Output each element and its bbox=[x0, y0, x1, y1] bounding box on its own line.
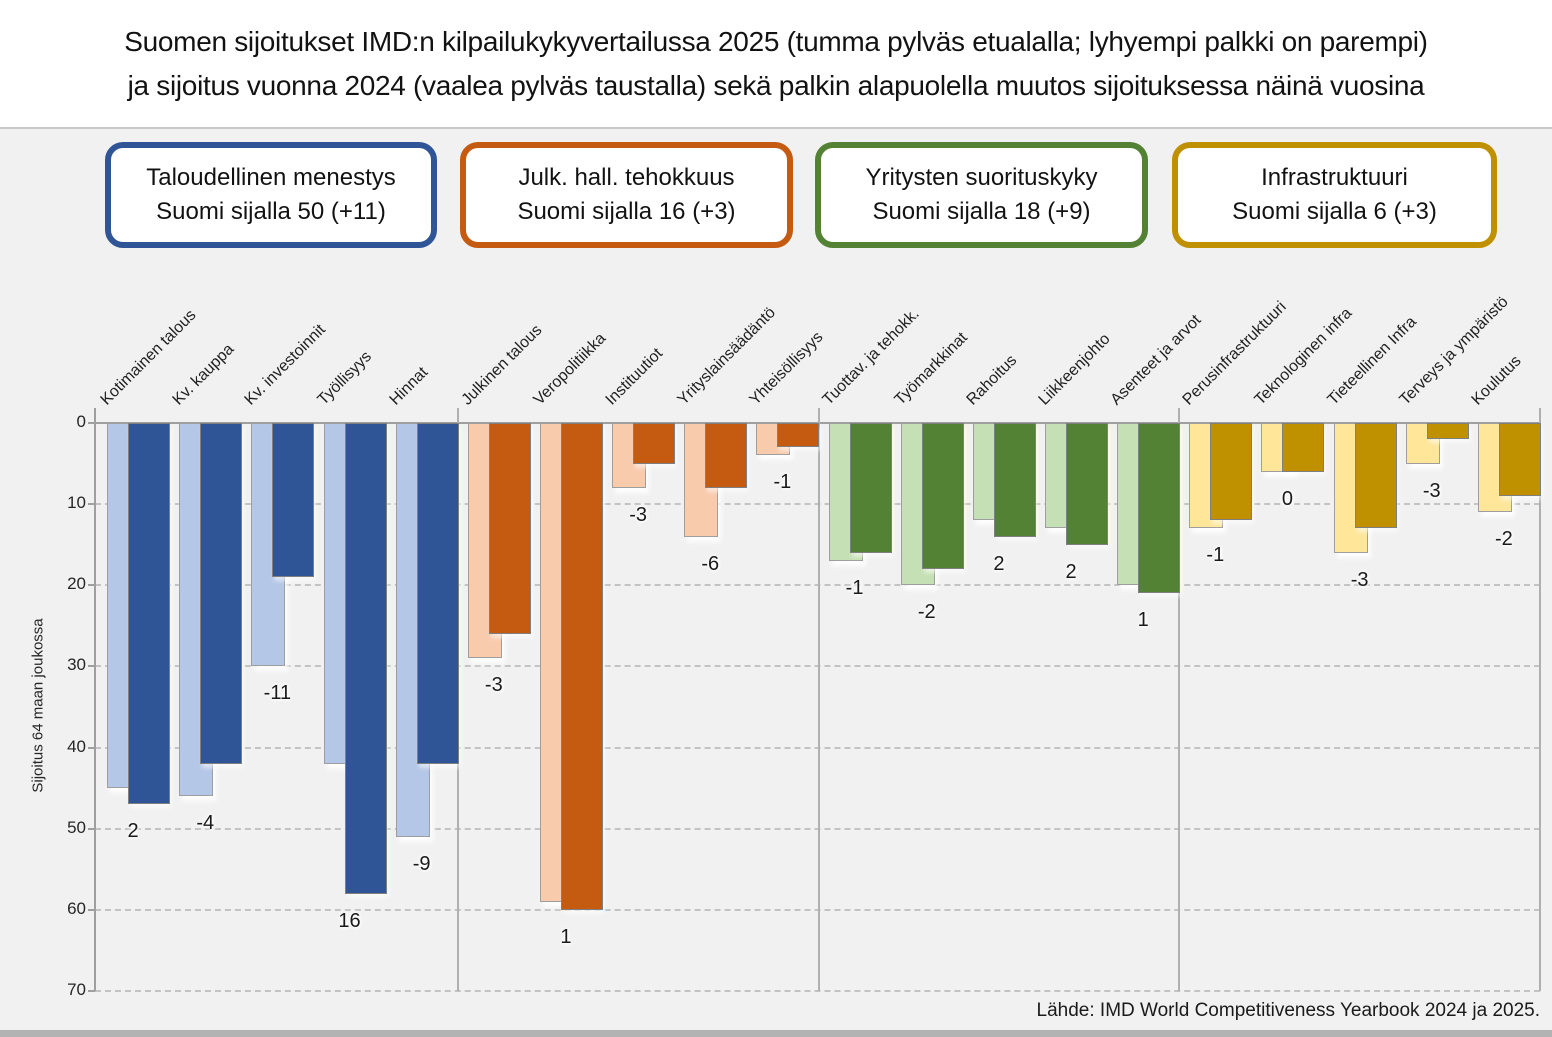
legend-box-julkisen-hallinnon-tehokkuus: Julk. hall. tehokkuus Suomi sijalla 16 (… bbox=[460, 142, 793, 248]
bar-2025-julkisen-hallinnon-tehokkuus-4 bbox=[777, 423, 820, 448]
bar-2025-infrastruktuuri-4 bbox=[1498, 423, 1541, 497]
bar-2025-yritysten-suorituskyky-4 bbox=[1138, 423, 1181, 594]
bar-2025-yritysten-suorituskyky-3 bbox=[1066, 423, 1109, 545]
source-note: Lähde: IMD World Competitiveness Yearboo… bbox=[1036, 1000, 1540, 1021]
bar-2025-infrastruktuuri-1 bbox=[1282, 423, 1325, 472]
group-separator bbox=[817, 408, 820, 991]
y-tick-label: 40 bbox=[67, 736, 86, 756]
change-label: -4 bbox=[196, 812, 215, 835]
change-label: -3 bbox=[629, 503, 648, 526]
y-tick-label: 70 bbox=[67, 980, 86, 999]
y-axis-tickmark bbox=[88, 908, 95, 911]
change-label: -3 bbox=[1350, 568, 1369, 591]
y-tick-label: 0 bbox=[76, 412, 86, 431]
change-label: -1 bbox=[773, 471, 792, 494]
bar-2025-taloudellinen-menestys-1 bbox=[200, 423, 243, 764]
change-label: -11 bbox=[263, 682, 292, 705]
legend-box-rank: Suomi sijalla 18 (+9) bbox=[872, 198, 1091, 225]
bar-2025-taloudellinen-menestys-2 bbox=[272, 423, 315, 578]
legend-box-rank: Suomi sijalla 50 (+11) bbox=[156, 198, 386, 225]
y-tick-label: 60 bbox=[67, 898, 86, 918]
change-label: -2 bbox=[917, 601, 936, 624]
change-label: -6 bbox=[701, 552, 720, 575]
y-axis-tickmark bbox=[88, 990, 95, 992]
bar-2025-taloudellinen-menestys-4 bbox=[416, 423, 459, 764]
window-bottom-edge bbox=[0, 1030, 1552, 1037]
bar-2025-yritysten-suorituskyky-1 bbox=[921, 423, 964, 570]
gridline-70 bbox=[95, 990, 1540, 992]
change-label: 16 bbox=[338, 909, 361, 932]
legend-box-title: Infrastruktuuri bbox=[1261, 164, 1408, 191]
group-separator bbox=[1178, 408, 1181, 991]
chart-title: Suomen sijoitukset IMD:n kilpailukykyver… bbox=[0, 0, 1552, 127]
y-axis-tickmark bbox=[88, 746, 95, 749]
bar-2025-julkisen-hallinnon-tehokkuus-2 bbox=[633, 423, 676, 464]
y-axis-tickmark bbox=[88, 422, 95, 424]
y-axis-title: Sijoitus 64 maan joukossa bbox=[29, 618, 47, 793]
bar-2025-yritysten-suorituskyky-2 bbox=[993, 423, 1036, 537]
legend-box-rank: Suomi sijalla 16 (+3) bbox=[517, 198, 736, 225]
legend-box-rank: Suomi sijalla 6 (+3) bbox=[1232, 198, 1437, 225]
legend-box-title: Julk. hall. tehokkuus bbox=[518, 164, 735, 191]
legend-box-infrastruktuuri: Infrastruktuuri Suomi sijalla 6 (+3) bbox=[1172, 142, 1497, 248]
y-axis-tickmark bbox=[88, 827, 95, 830]
y-axis-tickmark bbox=[88, 584, 95, 587]
change-label: -2 bbox=[1495, 528, 1513, 551]
change-label: -1 bbox=[845, 576, 864, 599]
y-tick-label: 50 bbox=[67, 817, 86, 837]
y-tick-label: 20 bbox=[67, 574, 86, 594]
bar-2025-yritysten-suorituskyky-0 bbox=[849, 423, 892, 553]
bar-2025-infrastruktuuri-2 bbox=[1354, 423, 1397, 529]
y-axis-tickmark bbox=[88, 665, 95, 668]
change-label: 2 bbox=[127, 820, 139, 843]
change-label: -3 bbox=[1422, 479, 1441, 502]
bar-2025-julkisen-hallinnon-tehokkuus-1 bbox=[560, 423, 603, 910]
bar-2025-taloudellinen-menestys-0 bbox=[128, 423, 171, 805]
title-divider bbox=[0, 127, 1552, 129]
bar-2025-julkisen-hallinnon-tehokkuus-3 bbox=[705, 423, 748, 488]
change-label: -1 bbox=[1206, 544, 1225, 567]
bar-2025-taloudellinen-menestys-3 bbox=[344, 423, 387, 894]
legend-box-title: Yritysten suorituskyky bbox=[865, 164, 1098, 191]
y-tick-label: 10 bbox=[67, 493, 86, 513]
y-axis-line bbox=[94, 408, 96, 991]
y-tick-label: 30 bbox=[67, 655, 86, 675]
chart-title-line2: ja sijoitus vuonna 2024 (vaalea pylväs t… bbox=[127, 69, 1425, 101]
change-label: 2 bbox=[1065, 560, 1077, 583]
legend-box-yritysten-suorituskyky: Yritysten suorituskyky Suomi sijalla 18 … bbox=[815, 142, 1148, 248]
change-label: 2 bbox=[993, 552, 1005, 575]
bar-2025-infrastruktuuri-0 bbox=[1210, 423, 1253, 521]
bar-2025-julkisen-hallinnon-tehokkuus-0 bbox=[488, 423, 531, 634]
chart-title-line1: Suomen sijoitukset IMD:n kilpailukykyver… bbox=[124, 25, 1428, 57]
legend-box-title: Taloudellinen menestys bbox=[146, 164, 396, 191]
change-label: 1 bbox=[1137, 609, 1149, 632]
plot-right-border bbox=[1539, 408, 1541, 991]
legend-box-taloudellinen-menestys: Taloudellinen menestys Suomi sijalla 50 … bbox=[105, 142, 437, 248]
y-axis-tickmark bbox=[88, 503, 95, 506]
bar-2025-infrastruktuuri-3 bbox=[1426, 423, 1469, 440]
change-label: -9 bbox=[412, 852, 431, 875]
change-label: -3 bbox=[484, 674, 503, 697]
change-label: 0 bbox=[1281, 487, 1294, 510]
change-label: 1 bbox=[560, 925, 572, 948]
